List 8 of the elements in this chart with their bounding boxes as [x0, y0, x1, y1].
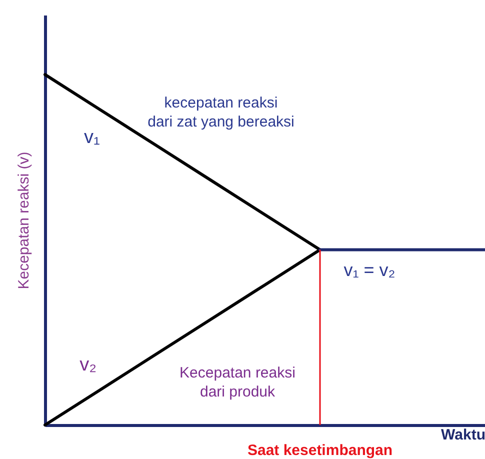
annotation: v₁ = v₂ [344, 260, 396, 280]
annotation: kecepatan reaksi dari zat yang bereaksi [148, 94, 294, 131]
series-label: v₂ [80, 354, 96, 376]
x-axis-title: Waktu [441, 426, 485, 444]
y-axis-title: Kecepatan reaksi (v) [16, 152, 32, 290]
text: Saat kesetimbangan [247, 442, 393, 459]
series-label: v₁ [84, 127, 100, 148]
annotation: Kecepatan reaksi dari produk [180, 364, 296, 400]
